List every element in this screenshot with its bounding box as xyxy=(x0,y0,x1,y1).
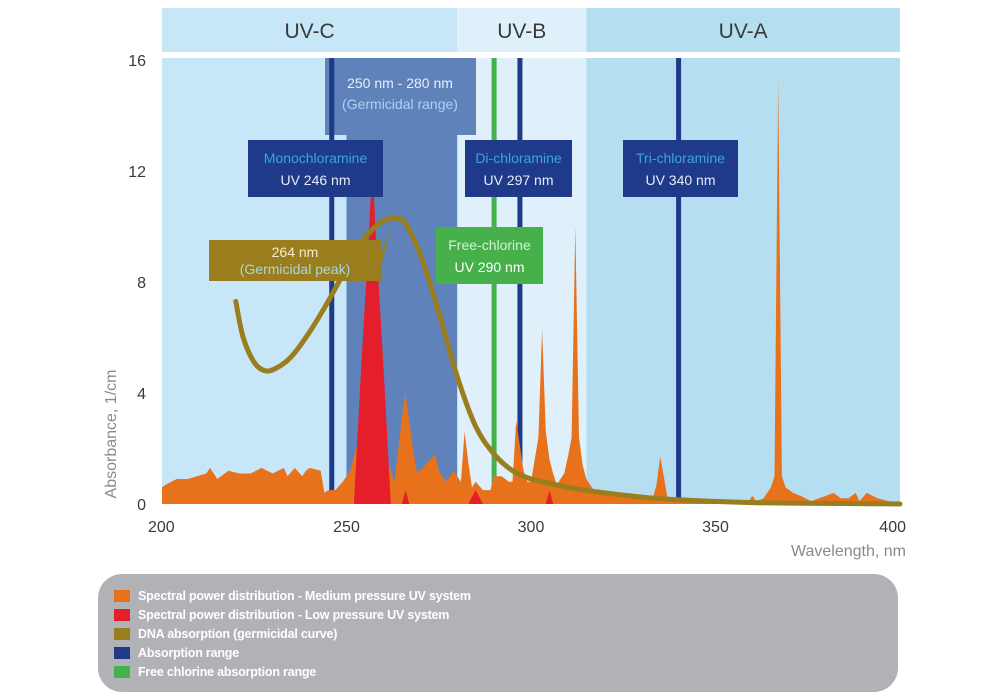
y-tick-label: 8 xyxy=(137,275,146,292)
x-tick-label: 200 xyxy=(148,519,175,536)
x-tick-label: 250 xyxy=(333,519,360,536)
label-free-chlorine-line1: Free-chlorine xyxy=(448,237,531,253)
annotation-boxes: 250 nm - 280 nm (Germicidal range) Monochl… xyxy=(209,75,738,284)
band-header-uv-c xyxy=(162,8,458,52)
legend-swatch-medium-pressure xyxy=(114,590,130,602)
label-box-tri-chloramine xyxy=(623,140,738,197)
label-di-chloramine-line2: UV 297 nm xyxy=(483,172,553,188)
label-box-monochloramine xyxy=(248,140,383,197)
y-tick-label: 16 xyxy=(128,53,146,70)
legend: Spectral power distribution - Medium pre… xyxy=(98,574,898,692)
label-box-di-chloramine xyxy=(465,140,572,197)
legend-label: DNA absorption (germicidal curve) xyxy=(138,627,338,641)
label-box-free-chlorine xyxy=(436,227,543,284)
label-tri-chloramine-line1: Tri-chloramine xyxy=(636,150,725,166)
x-tick-label: 400 xyxy=(879,519,906,536)
germicidal-peak-label-line2: (Germicidal peak) xyxy=(240,261,350,277)
legend-item-medium-pressure: Spectral power distribution - Medium pre… xyxy=(114,588,471,604)
label-di-chloramine-line1: Di-chloramine xyxy=(475,150,562,166)
germicidal-range-label-line2: (Germicidal range) xyxy=(342,96,458,112)
label-free-chlorine-line2: UV 290 nm xyxy=(454,259,524,275)
legend-item-dna-absorption: DNA absorption (germicidal curve) xyxy=(114,626,337,642)
x-tick-label: 300 xyxy=(518,519,545,536)
uv-absorbance-chart: UV-C UV-B UV-A 250 nm - 280 nm (Germicidal … xyxy=(103,8,906,560)
label-monochloramine-line2: UV 246 nm xyxy=(280,172,350,188)
band-bg-uv-a xyxy=(586,58,900,504)
legend-label: Spectral power distribution - Medium pre… xyxy=(138,589,471,603)
legend-item-free-chlorine: Free chlorine absorption range xyxy=(114,664,316,680)
x-axis-label: Wavelength, nm xyxy=(791,543,906,560)
x-tick-label: 350 xyxy=(702,519,729,536)
y-tick-label: 4 xyxy=(137,386,146,403)
axes: 0 4 8 12 16 200 250 300 350 400 Wavelength, nm Abso… xyxy=(103,53,906,560)
band-label-uv-a: UV-A xyxy=(719,20,768,43)
germicidal-range-label-box xyxy=(325,58,476,135)
label-tri-chloramine-line2: UV 340 nm xyxy=(645,172,715,188)
legend-swatch-absorption-range xyxy=(114,647,130,659)
y-axis-label: Absorbance, 1/cm xyxy=(103,370,120,499)
legend-swatch-free-chlorine xyxy=(114,666,130,678)
series-dna-absorption-line xyxy=(233,215,903,507)
legend-label: Absorption range xyxy=(138,646,239,660)
band-header-uv-a xyxy=(586,8,900,52)
band-headers: UV-C UV-B UV-A xyxy=(162,8,900,52)
germicidal-peak-label-line1: 264 nm xyxy=(272,244,319,260)
legend-label: Spectral power distribution - Low pressu… xyxy=(138,608,450,622)
y-tick-label: 12 xyxy=(128,164,146,181)
band-label-uv-b: UV-B xyxy=(497,20,546,43)
legend-item-low-pressure: Spectral power distribution - Low pressu… xyxy=(114,607,449,623)
legend-swatch-low-pressure xyxy=(114,609,130,621)
y-tick-label: 0 xyxy=(137,497,146,514)
germicidal-peak-label-box xyxy=(209,226,392,281)
band-label-uv-c: UV-C xyxy=(285,20,335,43)
germicidal-range-label-line1: 250 nm - 280 nm xyxy=(347,75,453,91)
band-header-uv-b xyxy=(457,8,587,52)
label-monochloramine-line1: Monochloramine xyxy=(264,150,368,166)
legend-label: Free chlorine absorption range xyxy=(138,665,317,679)
legend-swatch-dna-absorption xyxy=(114,628,130,640)
legend-item-absorption-range: Absorption range xyxy=(114,645,239,661)
